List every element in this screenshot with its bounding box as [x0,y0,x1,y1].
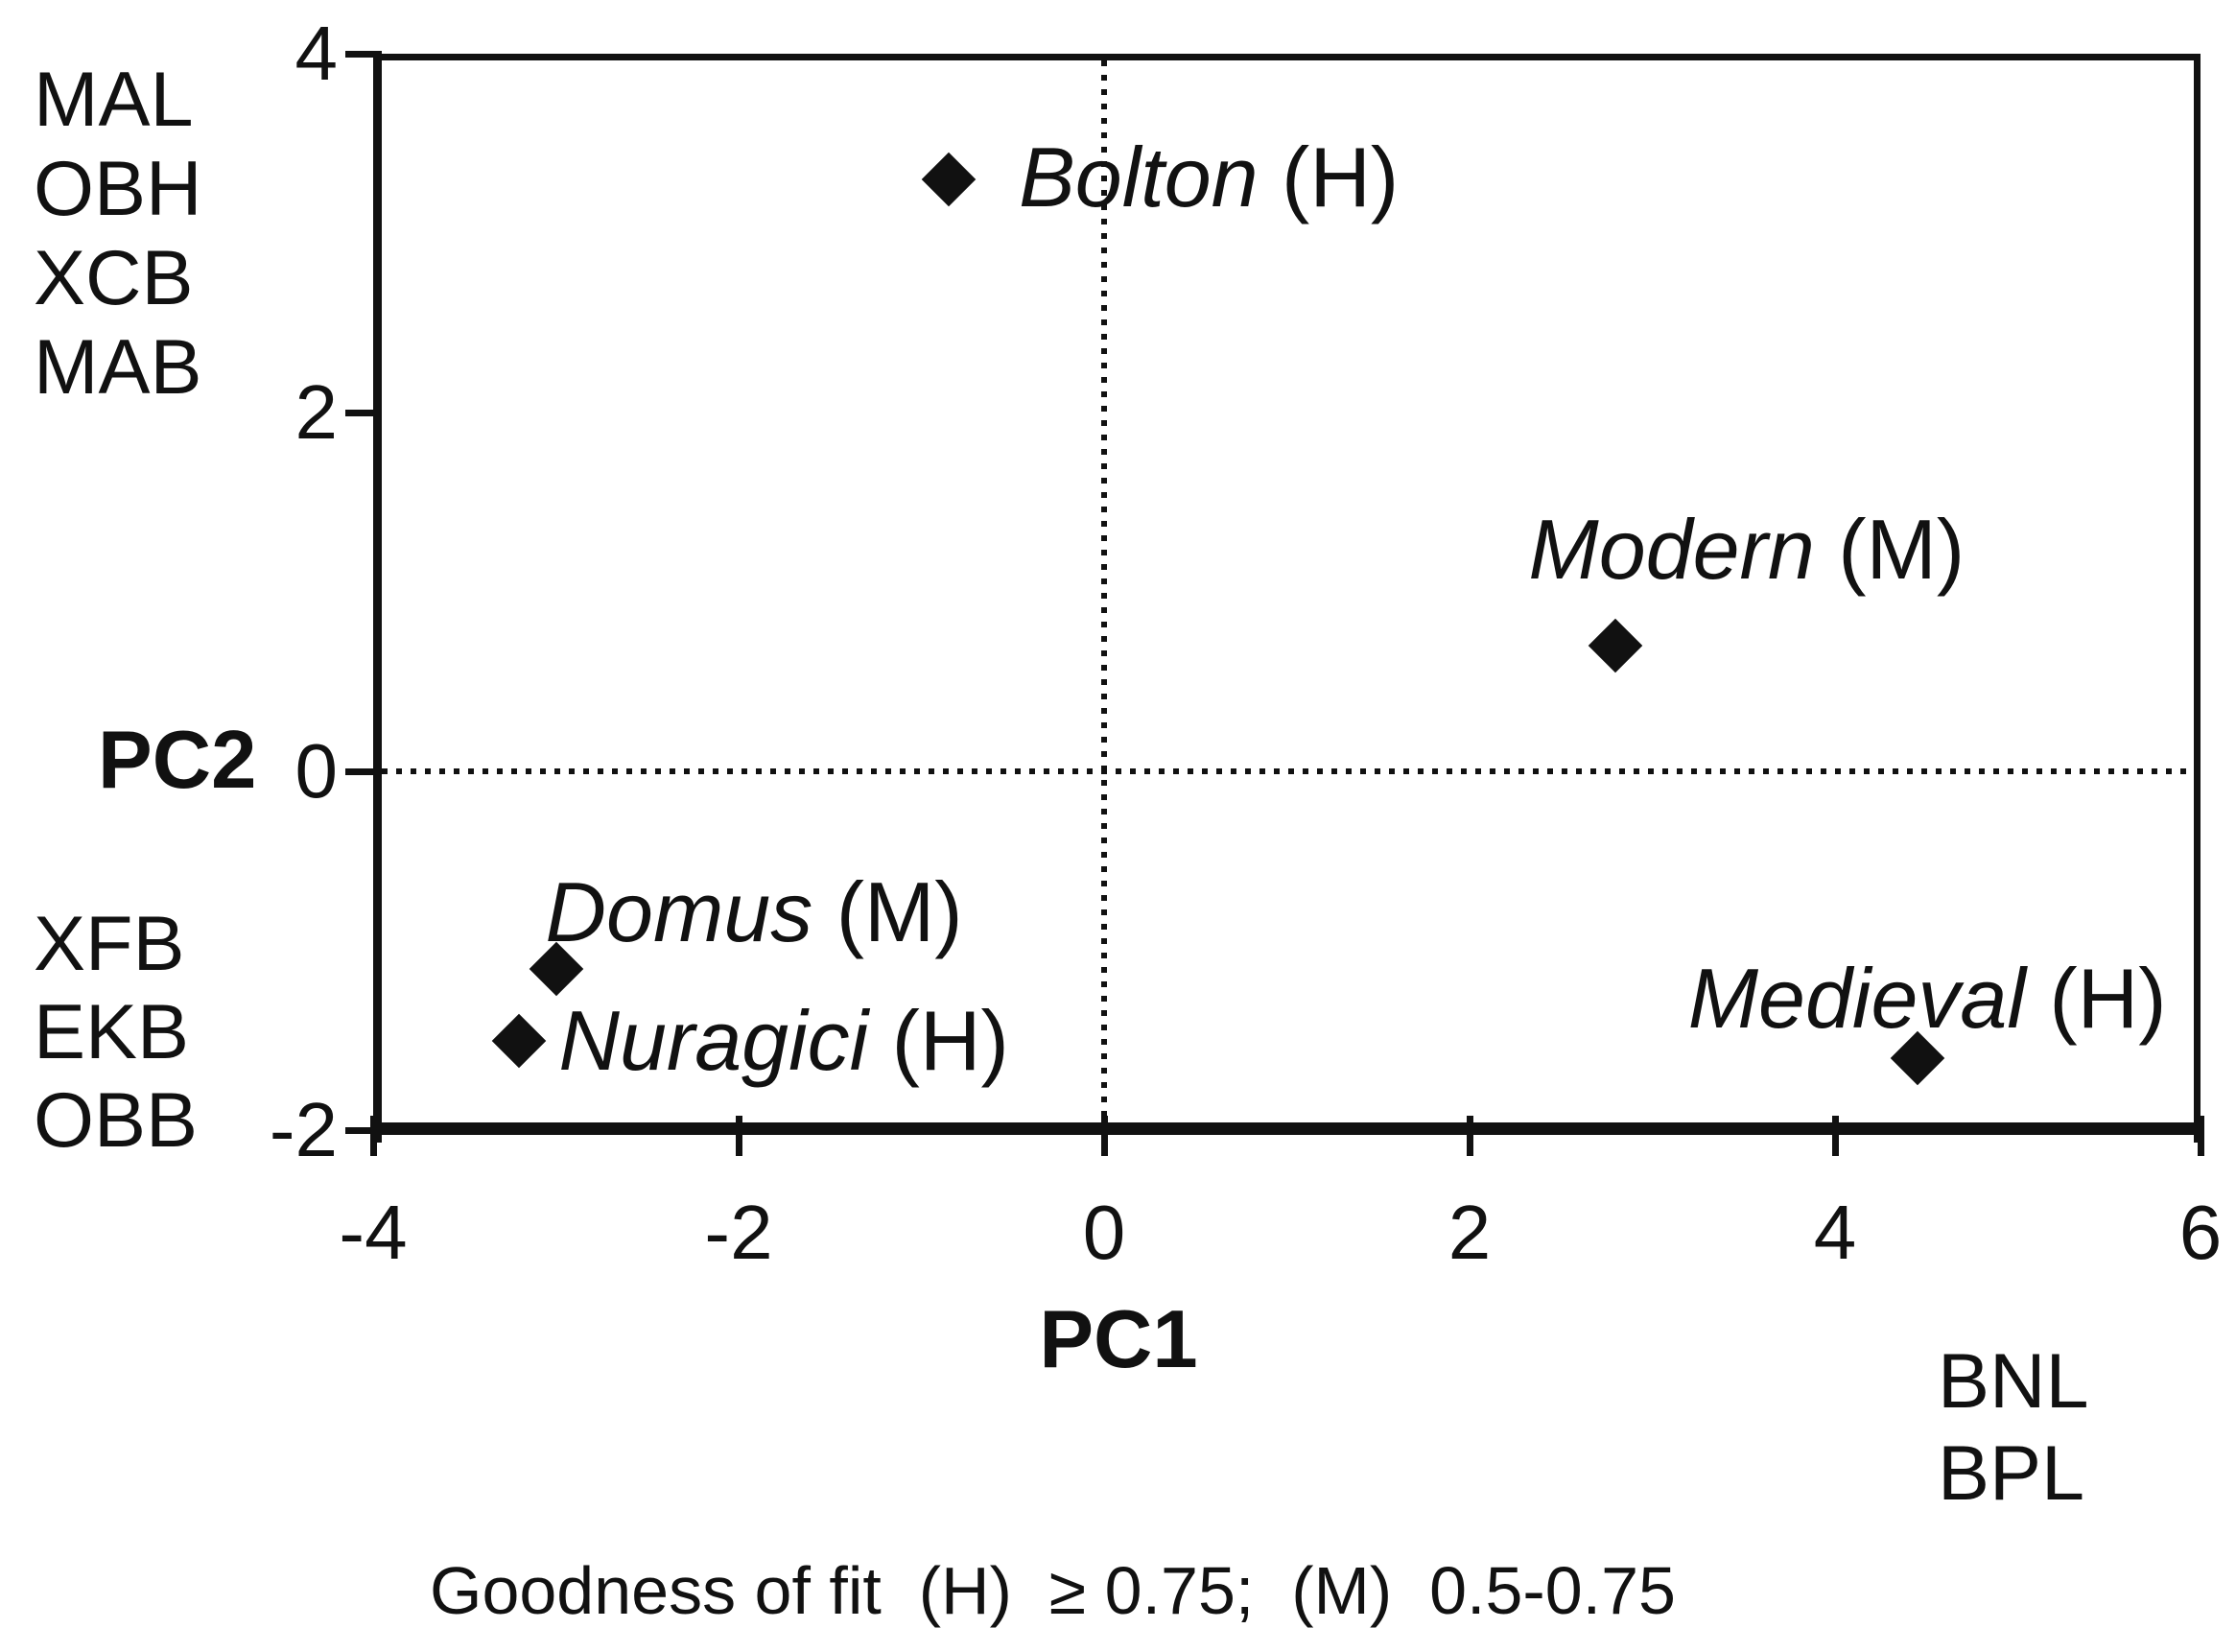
y-axis-label: PC2 [98,715,257,806]
point-label-domus: Domus (M) [546,861,963,963]
pc2-negative-loadings: XFB EKB OBB [34,900,198,1165]
loading-label-obh: OBH [34,146,202,232]
x-tick--2 [736,1116,742,1156]
y-tick-0 [345,768,382,775]
point-fit-class-domus: (M) [812,863,963,959]
loading-label-ekb: EKB [34,989,190,1075]
x-tick-6 [2198,1116,2204,1156]
point-label-modern: Modern (M) [1528,499,1965,601]
point-fit-class-bolton: (H) [1258,129,1400,224]
y-tick-label--2: -2 [269,1087,338,1172]
data-point-modern [1589,618,1643,673]
x-tick-0 [1101,1116,1108,1156]
pc2-positive-loadings: MAL OBH XCB MAB [34,56,202,413]
data-point-bolton [921,152,977,207]
loading-label-xcb: XCB [34,235,194,321]
plot-border-right [2194,54,2201,1143]
x-axis-line [373,1122,2201,1135]
point-fit-class-modern: (M) [1814,502,1965,598]
goodness-of-fit-caption: Goodness of fit (H) ≥ 0.75; (M) 0.5-0.75 [430,1553,1676,1628]
point-label-medieval: Medieval (H) [1688,948,2167,1050]
loading-label-xfb: XFB [34,901,185,987]
x-tick-label--2: -2 [704,1190,773,1275]
y-tick-label-0: 0 [294,728,339,814]
y-tick-label-2: 2 [294,369,339,455]
point-label-nuragici: Nuragici (H) [558,990,1008,1092]
x-tick-label-4: 4 [1813,1190,1857,1275]
loading-label-obb: OBB [34,1077,199,1164]
y-tick-label-4: 4 [294,11,339,96]
y-tick-2 [345,410,382,416]
x-tick-2 [1467,1116,1473,1156]
point-name-bolton: Bolton [1019,129,1259,224]
x-tick-label-6: 6 [2178,1190,2223,1275]
point-name-medieval: Medieval [1687,951,2026,1047]
y-tick--2 [345,1127,382,1134]
loading-label-mal: MAL [34,57,194,143]
x-tick--4 [370,1116,377,1156]
point-name-domus: Domus [545,863,813,959]
x-axis-label: PC1 [1039,1294,1198,1385]
point-fit-class-medieval: (H) [2025,951,2167,1047]
point-name-modern: Modern [1528,502,1815,598]
x-tick-label--4: -4 [339,1190,408,1275]
zero-line-vertical [1101,60,1107,1122]
x-tick-label-0: 0 [1082,1190,1126,1275]
point-name-nuragici: Nuragici [558,992,869,1088]
y-tick-4 [345,51,382,58]
x-tick-4 [1832,1116,1839,1156]
pc1-positive-loadings: BNL BPL [1938,1335,2089,1520]
plot-border-top [373,54,2201,60]
zero-line-horizontal [382,768,2194,774]
loading-label-bnl: BNL [1938,1338,2089,1425]
data-point-nuragici [492,1013,547,1068]
y-axis-line [373,54,382,1143]
loading-label-mab: MAB [34,324,202,411]
loading-label-bpl: BPL [1938,1430,2085,1517]
point-label-bolton: Bolton (H) [1019,127,1399,228]
point-fit-class-nuragici: (H) [868,992,1009,1088]
x-tick-label-2: 2 [1448,1190,1492,1275]
